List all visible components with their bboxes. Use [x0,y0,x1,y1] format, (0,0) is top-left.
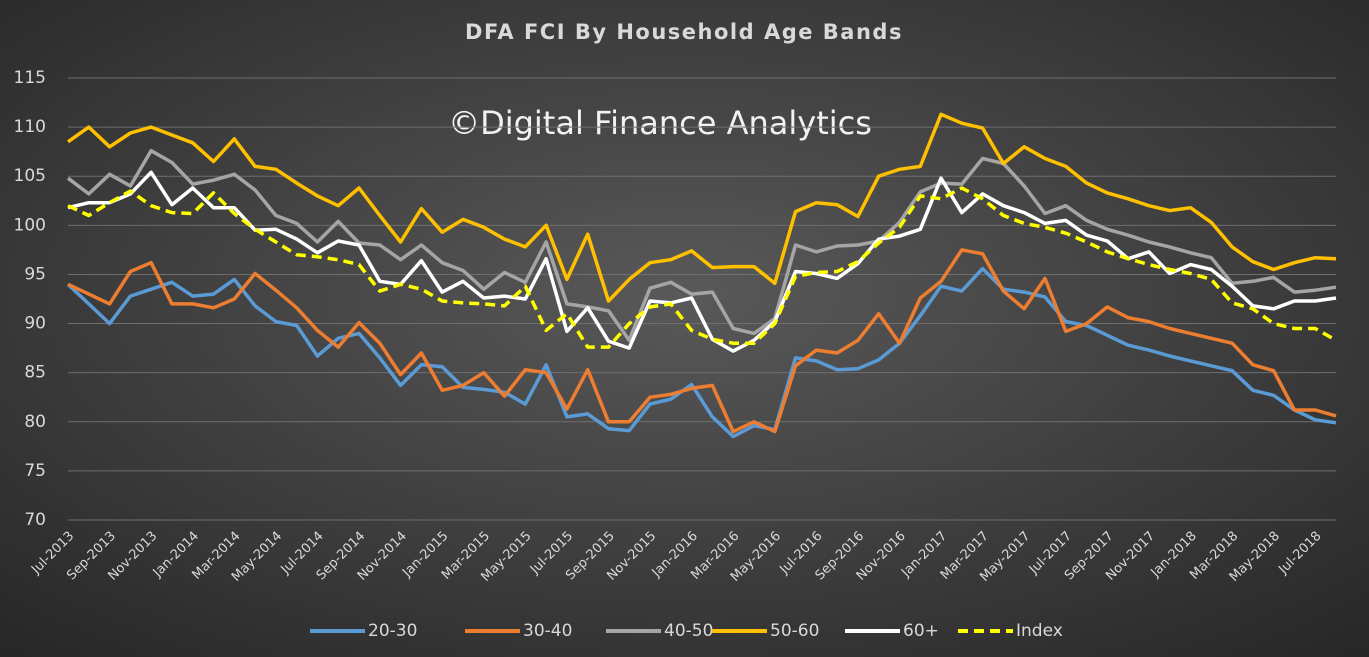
y-tick-label: 70 [24,510,46,530]
series-line [66,148,1337,343]
series-line [66,266,1337,439]
series-line [66,112,1337,303]
y-tick-label: 105 [14,166,46,186]
y-tick-label: 80 [24,412,46,432]
y-tick-label: 95 [24,264,46,284]
annotation: ©Digital Finance Analytics [448,104,872,142]
y-tick-label: 90 [24,314,46,334]
y-tick-label: 115 [14,68,46,88]
chart-title: DFA FCI By Household Age Bands [465,20,903,44]
legend-label: 60+ [903,621,939,641]
legend-label: 50-60 [770,621,819,641]
legend-label: 40-50 [664,621,713,641]
y-tick-label: 110 [14,117,46,137]
y-tick-label: 85 [24,363,46,383]
legend-label: Index [1016,621,1063,641]
y-tick-label: 75 [24,461,46,481]
series-line [67,186,1337,349]
y-tick-label: 100 [14,215,46,235]
series-line [67,248,1337,434]
legend-label: 30-40 [523,621,572,641]
legend-label: 20-30 [368,621,417,641]
